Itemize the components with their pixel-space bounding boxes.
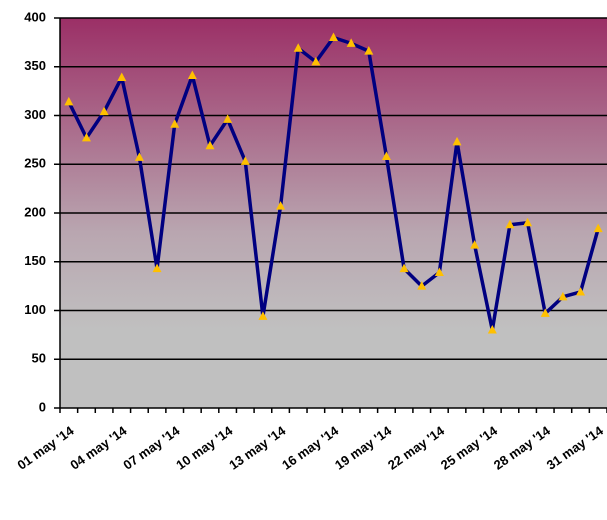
- point-marker: [434, 267, 444, 276]
- y-tick-label: 100: [24, 302, 46, 317]
- point-marker: [187, 70, 197, 80]
- point-marker: [134, 152, 144, 161]
- point-marker: [364, 46, 374, 55]
- point-marker: [205, 140, 215, 150]
- point-marker: [117, 72, 127, 81]
- x-tick-label: 28 may '14: [491, 423, 554, 473]
- point-marker: [329, 32, 338, 41]
- point-marker: [523, 217, 533, 227]
- point-marker: [346, 38, 356, 47]
- point-marker: [417, 281, 427, 290]
- x-tick-label: 31 may '14: [544, 423, 607, 473]
- y-tick-label: 300: [24, 107, 46, 122]
- point-marker: [293, 43, 303, 52]
- y-tick-label: 350: [24, 58, 46, 73]
- y-tick-label: 200: [24, 204, 46, 219]
- x-tick-label: 22 may '14: [385, 423, 448, 473]
- point-marker: [152, 263, 162, 273]
- x-tick-label: 13 may '14: [226, 423, 289, 473]
- point-marker: [223, 114, 233, 123]
- point-marker: [593, 223, 603, 233]
- x-tick-label: 16 may '14: [279, 423, 342, 473]
- point-marker: [99, 106, 109, 116]
- point-marker: [540, 308, 550, 317]
- y-tick-label: 0: [39, 399, 46, 414]
- point-marker: [487, 325, 497, 334]
- x-tick-label: 10 may '14: [173, 423, 236, 473]
- point-marker: [505, 219, 515, 229]
- point-marker: [452, 136, 462, 146]
- point-marker: [311, 56, 321, 66]
- point-marker: [276, 201, 286, 210]
- x-tick-label: 04 may '14: [67, 423, 130, 473]
- point-marker: [81, 132, 91, 142]
- x-tick-label: 19 may '14: [332, 423, 395, 473]
- y-tick-label: 150: [24, 253, 46, 268]
- point-marker: [64, 96, 74, 106]
- point-marker: [240, 156, 250, 165]
- x-tick-label: 25 may '14: [438, 423, 501, 473]
- point-marker: [576, 286, 586, 296]
- x-tick-label: 01 may '14: [14, 423, 77, 473]
- point-marker: [381, 151, 391, 160]
- y-tick-label: 400: [24, 9, 46, 24]
- point-marker: [170, 119, 180, 128]
- y-tick-label: 50: [32, 351, 46, 366]
- point-marker: [558, 291, 568, 301]
- point-marker: [470, 240, 480, 249]
- point-marker: [258, 311, 268, 320]
- x-tick-label: 07 may '14: [120, 423, 183, 473]
- y-tick-label: 250: [24, 156, 46, 171]
- point-marker: [399, 263, 409, 273]
